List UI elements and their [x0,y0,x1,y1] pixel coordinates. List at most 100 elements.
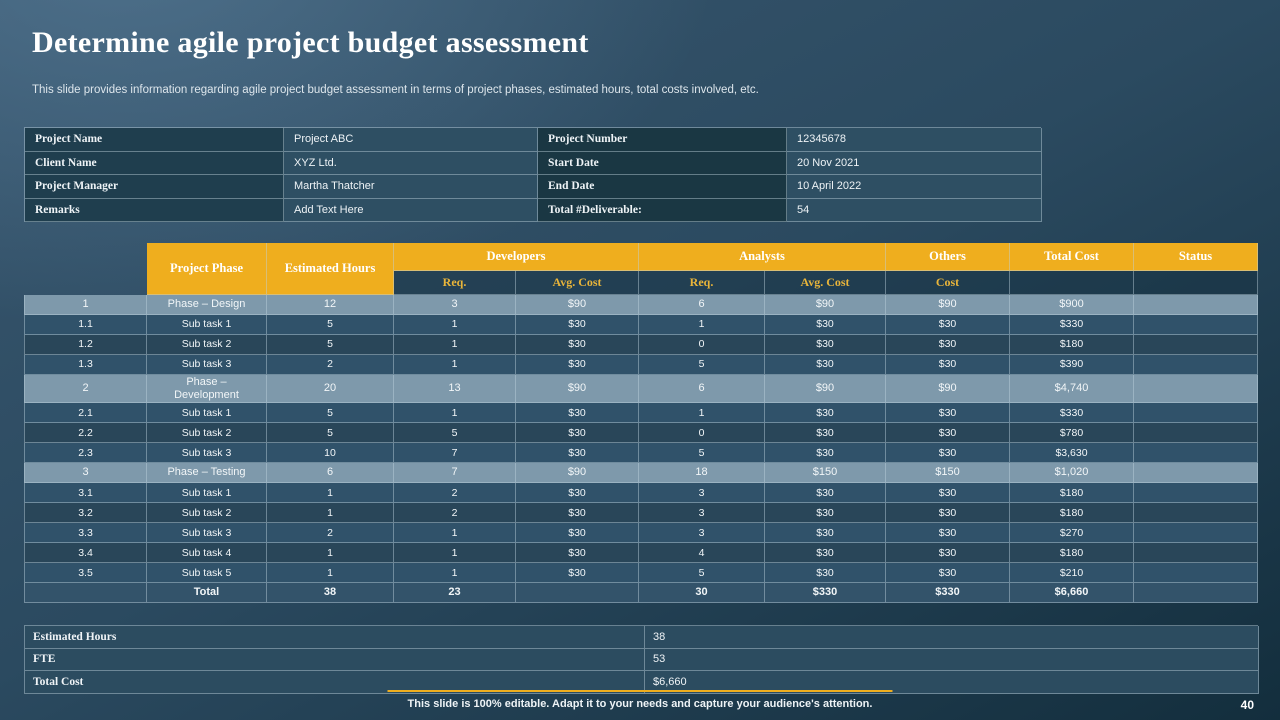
table-row: 2.1 Sub task 1 5 1 $30 1 $30 $30 $330 [24,403,1258,424]
info-label: Total #Deliverable: [538,198,787,222]
info-value: 12345678 [787,128,1042,152]
analysts-avg-cost-cell: $30 [765,483,886,504]
others-cost-cell: $150 [886,463,1010,484]
summary-label: Estimated Hours [25,626,645,649]
total-cost-cell: $3,630 [1010,443,1134,464]
analysts-avg-cost-cell: $30 [765,355,886,375]
analysts-avg-cost-cell: $30 [765,423,886,444]
info-label: Project Name [25,128,284,152]
developers-req-cell: 5 [394,423,516,444]
analysts-req-cell: 0 [639,423,765,444]
summary-value: $6,660 [645,671,1259,694]
estimated-hours-cell: 5 [267,403,394,424]
developers-avg-cost-cell: $90 [516,463,639,484]
subheader-analysts-avg-cost: Avg. Cost [765,271,886,295]
status-cell [1134,375,1258,404]
subheader-total-cost-empty [1010,271,1134,295]
others-cost-cell: $30 [886,315,1010,335]
phase-name-cell: Sub task 3 [147,443,267,464]
row-number-cell: 3.3 [24,523,147,544]
total-cost-cell: $180 [1010,543,1134,564]
col-header-project-phase: Project Phase [147,243,267,295]
total-cost-cell: $180 [1010,483,1134,504]
others-cost-cell: $90 [886,375,1010,404]
summary-label: Total Cost [25,671,645,694]
row-number-cell: 3.4 [24,543,147,564]
col-header-estimated-hours: Estimated Hours [267,243,394,295]
analysts-req-cell: 1 [639,315,765,335]
row-number-cell: 2.2 [24,423,147,444]
footer-accent-line [387,690,893,692]
info-label: Client Name [25,151,284,175]
estimated-hours-cell: 1 [267,543,394,564]
info-label: End Date [538,175,787,199]
status-cell [1134,355,1258,375]
others-cost-cell: $30 [886,483,1010,504]
subheader-developers-req: Req. [394,271,516,295]
developers-avg-cost-cell: $90 [516,295,639,315]
status-cell [1134,483,1258,504]
row-number-cell: 1.2 [24,335,147,355]
subheader-analysts-req: Req. [639,271,765,295]
summary-table: Estimated Hours 38 FTE 53 Total Cost $6,… [24,625,1259,694]
col-header-analysts: Analysts [639,243,886,271]
analysts-avg-cost-cell: $150 [765,463,886,484]
developers-req-cell: 1 [394,523,516,544]
table-row: 3.3 Sub task 3 2 1 $30 3 $30 $30 $270 [24,523,1258,544]
estimated-hours-cell: 20 [267,375,394,404]
analysts-avg-cost-cell: $330 [765,583,886,604]
col-header-total-cost: Total Cost [1010,243,1134,271]
analysts-req-cell: 3 [639,503,765,524]
slide-subtitle: This slide provides information regardin… [32,84,759,96]
phase-name-cell: Total [147,583,267,604]
others-cost-cell: $30 [886,355,1010,375]
total-cost-cell: $390 [1010,355,1134,375]
estimated-hours-cell: 1 [267,563,394,584]
status-cell [1134,523,1258,544]
info-value: Project ABC [284,128,538,152]
phase-name-cell: Phase – Development [147,375,267,404]
others-cost-cell: $30 [886,523,1010,544]
info-value: Martha Thatcher [284,175,538,199]
developers-req-cell: 1 [394,335,516,355]
total-cost-cell: $4,740 [1010,375,1134,404]
analysts-avg-cost-cell: $30 [765,563,886,584]
developers-avg-cost-cell: $30 [516,423,639,444]
others-cost-cell: $90 [886,295,1010,315]
table-row: Total 38 23 30 $330 $330 $6,660 [24,583,1258,604]
developers-avg-cost-cell: $30 [516,563,639,584]
table-row: 3.2 Sub task 2 1 2 $30 3 $30 $30 $180 [24,503,1258,524]
budget-table-header: Project Phase Estimated Hours Developers… [24,243,1258,295]
developers-req-cell: 1 [394,355,516,375]
developers-avg-cost-cell: $30 [516,315,639,335]
estimated-hours-cell: 12 [267,295,394,315]
others-cost-cell: $30 [886,335,1010,355]
info-value: 20 Nov 2021 [787,151,1042,175]
subheader-status-empty [1134,271,1258,295]
developers-req-cell: 7 [394,443,516,464]
developers-avg-cost-cell: $30 [516,483,639,504]
phase-name-cell: Sub task 2 [147,335,267,355]
others-cost-cell: $30 [886,403,1010,424]
estimated-hours-cell: 2 [267,355,394,375]
developers-req-cell: 1 [394,543,516,564]
status-cell [1134,315,1258,335]
total-cost-cell: $6,660 [1010,583,1134,604]
analysts-avg-cost-cell: $30 [765,503,886,524]
row-number-cell: 2.1 [24,403,147,424]
total-cost-cell: $900 [1010,295,1134,315]
page-title: Determine agile project budget assessmen… [32,26,589,59]
analysts-avg-cost-cell: $30 [765,335,886,355]
table-row: 3.1 Sub task 1 1 2 $30 3 $30 $30 $180 [24,483,1258,504]
analysts-avg-cost-cell: $90 [765,295,886,315]
developers-req-cell: 3 [394,295,516,315]
info-label: Project Number [538,128,787,152]
estimated-hours-cell: 5 [267,423,394,444]
analysts-avg-cost-cell: $30 [765,403,886,424]
others-cost-cell: $30 [886,503,1010,524]
others-cost-cell: $30 [886,543,1010,564]
phase-name-cell: Sub task 1 [147,483,267,504]
status-cell [1134,423,1258,444]
phase-name-cell: Sub task 5 [147,563,267,584]
total-cost-cell: $180 [1010,503,1134,524]
